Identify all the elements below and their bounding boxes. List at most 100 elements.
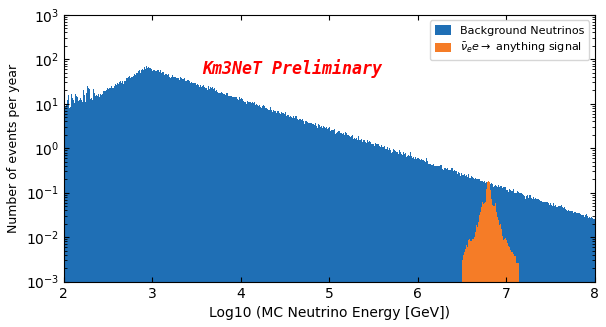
Bar bbox=[522, 194, 523, 327]
Bar bbox=[500, 224, 501, 327]
Bar bbox=[340, 133, 341, 327]
Bar bbox=[318, 124, 319, 327]
Bar bbox=[217, 92, 218, 327]
Bar bbox=[225, 92, 227, 327]
Bar bbox=[533, 199, 534, 327]
Bar bbox=[377, 144, 378, 327]
Bar bbox=[390, 150, 391, 327]
Bar bbox=[467, 247, 468, 327]
Bar bbox=[444, 168, 445, 327]
Bar bbox=[358, 136, 359, 327]
Bar bbox=[244, 102, 245, 327]
Bar bbox=[270, 107, 271, 327]
Bar bbox=[269, 110, 270, 327]
Bar bbox=[237, 99, 238, 327]
Bar bbox=[586, 214, 587, 327]
Bar bbox=[386, 148, 387, 327]
Bar bbox=[65, 107, 66, 327]
Bar bbox=[83, 90, 84, 327]
Bar bbox=[102, 94, 104, 327]
Bar bbox=[282, 113, 283, 327]
Bar bbox=[313, 124, 314, 327]
Bar bbox=[100, 94, 101, 327]
Bar bbox=[342, 134, 344, 327]
Bar bbox=[578, 213, 579, 327]
Bar bbox=[354, 138, 355, 327]
Bar bbox=[201, 88, 202, 327]
Bar bbox=[508, 246, 509, 327]
Bar bbox=[192, 83, 193, 327]
Bar bbox=[478, 222, 479, 327]
Bar bbox=[202, 85, 204, 327]
Bar bbox=[259, 105, 260, 327]
Bar bbox=[329, 127, 330, 327]
Bar bbox=[404, 154, 405, 327]
Bar bbox=[454, 171, 456, 327]
Bar bbox=[490, 190, 491, 327]
Bar bbox=[185, 81, 186, 327]
Bar bbox=[450, 169, 451, 327]
Bar bbox=[540, 201, 541, 327]
Bar bbox=[579, 213, 581, 327]
Bar bbox=[400, 152, 401, 327]
Bar bbox=[385, 149, 386, 327]
Bar bbox=[447, 168, 448, 327]
Bar bbox=[167, 75, 168, 327]
Bar bbox=[555, 205, 556, 327]
Bar bbox=[436, 166, 437, 327]
Bar bbox=[393, 149, 394, 327]
Bar bbox=[509, 247, 510, 327]
Bar bbox=[359, 140, 360, 327]
Bar bbox=[415, 157, 416, 327]
Bar bbox=[492, 205, 493, 327]
Bar bbox=[110, 86, 112, 327]
Bar bbox=[133, 75, 135, 327]
Bar bbox=[589, 217, 590, 327]
Bar bbox=[375, 143, 376, 327]
Bar bbox=[421, 159, 422, 327]
Bar bbox=[169, 77, 170, 327]
Bar bbox=[591, 217, 592, 327]
Bar bbox=[530, 195, 531, 327]
Bar bbox=[89, 89, 90, 327]
Bar bbox=[478, 179, 479, 327]
Bar bbox=[233, 96, 235, 327]
Bar bbox=[325, 126, 327, 327]
Bar bbox=[489, 182, 490, 327]
Bar bbox=[214, 88, 215, 327]
Bar bbox=[464, 252, 465, 327]
Bar bbox=[529, 196, 530, 327]
Bar bbox=[514, 193, 515, 327]
Bar bbox=[465, 249, 466, 327]
Bar bbox=[501, 229, 502, 327]
Bar bbox=[496, 186, 498, 327]
Bar bbox=[207, 90, 208, 327]
Bar bbox=[182, 79, 183, 327]
Bar bbox=[476, 179, 477, 327]
Bar bbox=[84, 95, 85, 327]
Bar bbox=[271, 112, 273, 327]
Bar bbox=[308, 123, 309, 327]
Bar bbox=[592, 218, 593, 327]
Bar bbox=[248, 102, 250, 327]
Bar bbox=[181, 78, 182, 327]
Bar bbox=[305, 121, 306, 327]
Bar bbox=[505, 238, 506, 327]
Bar bbox=[427, 161, 428, 327]
Bar bbox=[283, 113, 284, 327]
Bar bbox=[536, 199, 537, 327]
Bar bbox=[177, 78, 178, 327]
Bar bbox=[317, 128, 318, 327]
Bar bbox=[433, 166, 435, 327]
Bar bbox=[291, 117, 292, 327]
Bar bbox=[502, 239, 504, 327]
Bar bbox=[468, 240, 469, 327]
Bar bbox=[588, 218, 589, 327]
Bar bbox=[125, 81, 127, 327]
Bar bbox=[222, 94, 223, 327]
Bar bbox=[179, 80, 181, 327]
Bar bbox=[453, 171, 454, 327]
Bar bbox=[544, 202, 545, 327]
Bar bbox=[513, 189, 514, 327]
Bar bbox=[223, 94, 224, 327]
